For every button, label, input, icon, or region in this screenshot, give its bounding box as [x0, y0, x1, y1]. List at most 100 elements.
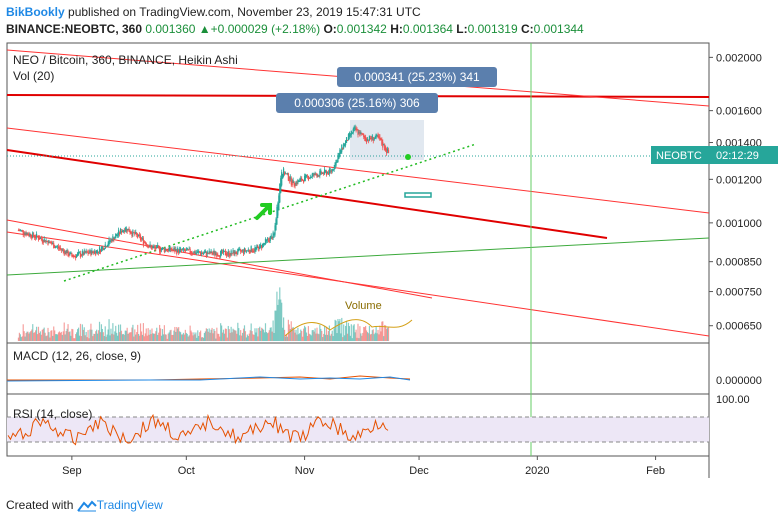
candle-body — [355, 127, 357, 131]
volume-bar — [214, 330, 216, 341]
measure-text-1: 0.000341 (25.23%) 341 — [354, 70, 480, 84]
candle-body — [134, 232, 136, 235]
candle-body — [48, 240, 50, 244]
volume-bar — [73, 338, 75, 341]
candle-body — [76, 253, 79, 256]
volume-bar — [269, 327, 271, 341]
measure-label-2[interactable] — [276, 93, 438, 113]
target-box — [404, 192, 432, 198]
candle-body — [91, 249, 93, 254]
volume-bar — [166, 338, 168, 341]
volume-bar — [293, 329, 295, 341]
candle-body — [206, 251, 208, 254]
volume-bar — [167, 333, 169, 341]
volume-bar — [327, 331, 330, 341]
price-axis[interactable]: 0.0020000.0016000.0014000.0012000.001000… — [709, 52, 762, 333]
candle-body — [213, 250, 215, 254]
candle-body — [22, 230, 24, 235]
volume-bar — [200, 330, 202, 341]
volume-bar — [223, 333, 226, 341]
candle-body — [50, 241, 52, 244]
volume-bar — [125, 330, 127, 341]
volume-bar — [97, 333, 99, 341]
candle-body — [329, 170, 331, 172]
volume-bar — [80, 336, 82, 341]
volume-bar — [267, 332, 269, 341]
volume-bar — [48, 332, 50, 341]
volume-bar — [95, 331, 97, 341]
candle-body — [254, 247, 256, 252]
volume-bar — [138, 333, 140, 341]
volume-bar — [331, 330, 333, 341]
candle-body — [200, 252, 202, 255]
volume-bar — [312, 329, 314, 341]
volume-bar — [110, 328, 112, 341]
volume-bar — [381, 321, 383, 341]
volume-bar — [22, 324, 24, 341]
candle-body — [322, 172, 324, 174]
volume-bar — [341, 317, 343, 341]
candle-body — [42, 240, 44, 243]
candle-body — [191, 252, 193, 254]
measure-label-1[interactable] — [337, 67, 497, 87]
candle-body — [257, 246, 259, 248]
volume-bar — [274, 310, 276, 341]
candle-body — [385, 147, 387, 151]
volume-bar — [32, 324, 34, 341]
candle-body — [381, 139, 383, 145]
volume-bar — [353, 324, 355, 341]
volume-bar — [116, 332, 118, 341]
volume-bar — [31, 329, 33, 341]
volume-bar — [144, 333, 146, 341]
volume-bar — [148, 334, 150, 341]
time-axis-label: Feb — [646, 465, 665, 477]
candle-body — [123, 230, 125, 233]
candle-body — [308, 177, 310, 179]
candle-body — [100, 247, 103, 252]
volume-bar — [251, 331, 253, 341]
volume-bar — [45, 336, 47, 341]
candle-body — [367, 139, 370, 141]
candle-body — [44, 240, 46, 243]
candle-body — [152, 247, 154, 249]
author-name[interactable]: BikBookly — [6, 5, 65, 19]
candle-body — [155, 247, 157, 250]
candle-body — [229, 254, 231, 256]
candle-body — [140, 237, 143, 240]
candle-body — [124, 229, 126, 232]
tradingview-brand[interactable]: TradingView — [96, 498, 163, 512]
volume-bar — [271, 331, 273, 341]
candle-body — [71, 253, 73, 257]
time-axis[interactable]: Sep Oct Nov Dec 2020 Feb — [62, 456, 665, 477]
candle-body — [41, 238, 43, 242]
candle-body — [372, 137, 374, 141]
macd-pane[interactable] — [6, 342, 710, 395]
volume-bar — [297, 327, 299, 341]
candle-body — [303, 179, 305, 183]
open-value: 0.001342 — [336, 22, 387, 36]
candle-body — [89, 249, 91, 253]
volume-bar — [101, 328, 103, 341]
trendlines — [6, 43, 710, 456]
candle-body — [307, 175, 310, 181]
candle-body — [217, 255, 219, 257]
volume-bar — [275, 310, 277, 341]
volume-bar — [29, 332, 31, 341]
candle-body — [158, 245, 160, 247]
volume-bar — [255, 332, 257, 341]
candle-body — [218, 255, 220, 257]
candle-body — [279, 183, 281, 203]
candle-body — [21, 230, 23, 232]
candle-body — [175, 249, 177, 251]
volume-bar — [189, 325, 191, 341]
candle-body — [240, 249, 242, 252]
candle-body — [202, 253, 205, 255]
volume-bar — [192, 335, 194, 341]
time-axis-label: Oct — [178, 465, 195, 477]
candle-body — [76, 254, 78, 258]
volume-bar — [202, 337, 205, 341]
volume-bar — [82, 329, 84, 341]
main-pane[interactable] — [6, 42, 710, 344]
volume-bar — [164, 334, 166, 341]
